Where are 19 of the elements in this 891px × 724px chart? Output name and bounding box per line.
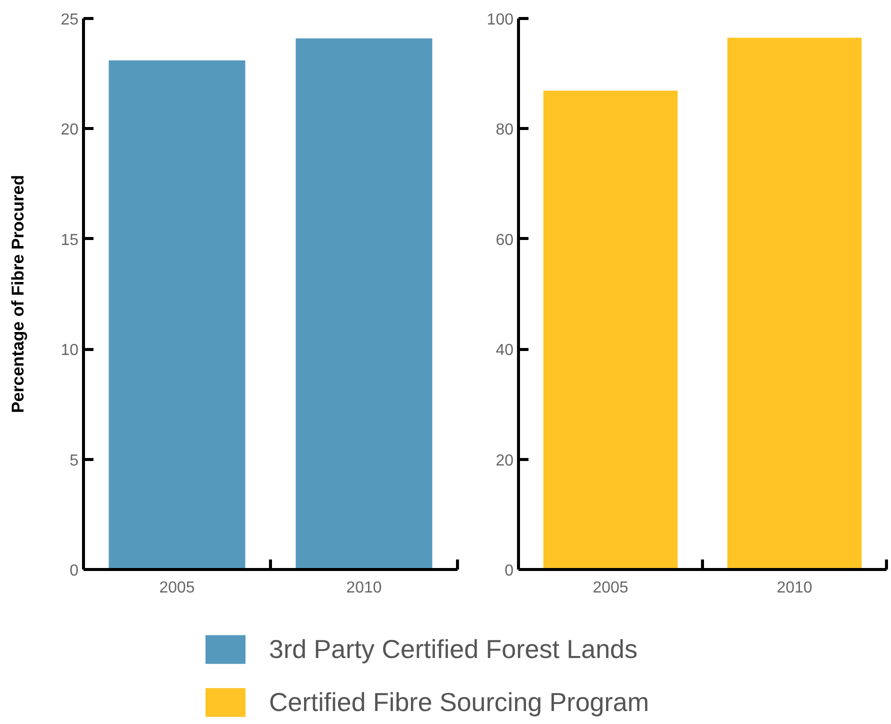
- y-tick-label: 25: [60, 12, 79, 28]
- y-tick-label: 5: [70, 452, 79, 470]
- y-tick-label: 0: [70, 562, 79, 580]
- legend-label: 3rd Party Certified Forest Lands: [269, 632, 638, 666]
- x-tick-label: 2010: [776, 580, 812, 596]
- y-tick-label: 20: [60, 122, 79, 139]
- y-tick-label: 80: [496, 122, 514, 139]
- y-tick-label: 100: [486, 12, 514, 28]
- y-tick-label: 10: [60, 342, 79, 360]
- y-axis-title: Percentage of Fibre Procured: [8, 174, 28, 414]
- x-tick-label: 2005: [592, 580, 628, 596]
- y-tick-label: 40: [496, 342, 514, 360]
- legend-label: Certified Fibre Sourcing Program: [269, 686, 650, 718]
- y-tick-label: 60: [496, 232, 514, 249]
- x-tick-label: 2010: [346, 580, 382, 596]
- y-tick-label: 20: [496, 452, 514, 470]
- y-tick-label: 15: [60, 232, 79, 249]
- x-tick-label: 2005: [159, 580, 195, 596]
- y-tick-label: 0: [504, 562, 514, 580]
